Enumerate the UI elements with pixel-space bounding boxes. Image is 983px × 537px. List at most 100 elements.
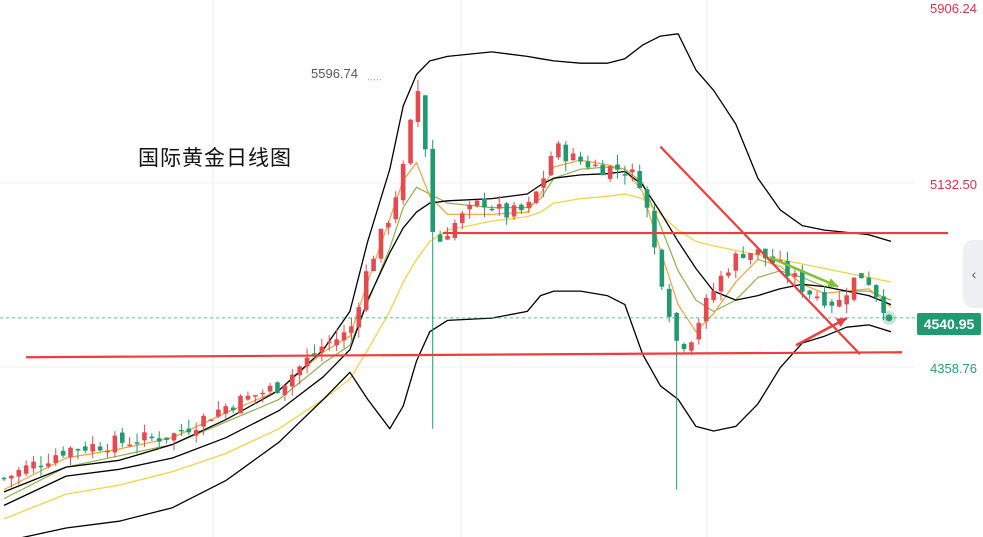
candle-body <box>326 341 332 343</box>
bollinger-lower-band <box>21 290 892 537</box>
candle-body <box>363 271 369 311</box>
candle-body <box>822 292 827 306</box>
candle-body <box>829 301 835 306</box>
candle-body <box>607 166 613 179</box>
candle-body <box>851 277 857 300</box>
candle-body <box>681 343 687 350</box>
candle-body <box>615 164 620 170</box>
candle-body <box>585 161 591 168</box>
candle-body <box>238 395 243 414</box>
candle-body <box>814 296 820 299</box>
candle-body <box>445 236 450 240</box>
candle-body <box>201 415 206 427</box>
candle-body <box>223 406 229 414</box>
up-arrow-head <box>835 318 847 328</box>
current-price-dot <box>885 314 893 322</box>
candle-body <box>304 357 310 367</box>
candle-body <box>371 258 376 272</box>
candle-body <box>341 332 347 341</box>
candle-body <box>53 455 59 463</box>
candle-body <box>75 449 81 451</box>
candle-body <box>415 91 421 123</box>
y-axis-label-mid: 5132.50 <box>930 177 977 192</box>
candle-body <box>9 475 14 479</box>
candle-body <box>533 191 539 203</box>
candle-body <box>334 339 339 346</box>
candle-body <box>68 447 73 458</box>
candle-body <box>386 222 391 228</box>
candle-body <box>452 222 458 239</box>
candle-body <box>127 444 132 447</box>
candle-body <box>260 392 265 395</box>
candle-body <box>526 201 532 208</box>
ma-long-line <box>3 193 892 520</box>
candle-body <box>31 461 36 469</box>
y-axis-label-top: 5906.24 <box>930 1 977 16</box>
candle-body <box>156 438 162 442</box>
candle-body <box>563 144 569 162</box>
candle-body <box>748 253 753 260</box>
candle-body <box>253 395 258 397</box>
candle-body <box>844 295 849 305</box>
candle-body <box>504 203 509 218</box>
candle-body <box>578 156 583 162</box>
candle-body <box>541 178 546 188</box>
candle-body <box>836 299 842 307</box>
candle-body <box>408 119 413 164</box>
candle-body <box>666 288 672 317</box>
candle-body <box>46 463 51 467</box>
candle-body <box>718 275 724 292</box>
candle-body <box>1 477 7 480</box>
candle-body <box>400 164 406 201</box>
chevron-left-icon: ‹ <box>971 266 977 282</box>
candle-body <box>755 249 761 255</box>
candle-body <box>881 296 886 313</box>
candle-body <box>570 153 576 161</box>
candle-body <box>430 148 436 232</box>
candle-body <box>16 469 22 477</box>
bollinger-upper-band <box>3 33 892 493</box>
candle-body <box>711 290 716 301</box>
candle-body <box>652 210 657 248</box>
candle-body <box>267 385 273 392</box>
bollinger-middle-band <box>3 170 892 506</box>
candle-body <box>859 273 864 279</box>
candle-body <box>873 285 879 297</box>
candle-body <box>630 169 635 173</box>
candle-body <box>733 253 739 271</box>
candle-body <box>674 312 679 341</box>
candle-body <box>393 197 399 220</box>
candle-body <box>312 353 317 355</box>
support-line <box>25 351 903 359</box>
candle-body <box>319 346 325 353</box>
candle-body <box>726 272 731 276</box>
chart-title: 国际黄金日线图 <box>138 146 292 170</box>
candle-body <box>659 249 665 287</box>
candle-body <box>763 248 768 259</box>
candle-body <box>230 407 236 411</box>
candle-body <box>378 228 384 259</box>
candle-body <box>245 395 251 400</box>
candle-body <box>703 297 709 322</box>
candle-body <box>807 290 812 295</box>
candle-body <box>112 435 118 453</box>
down-arrow-head <box>827 278 839 288</box>
candle-body <box>289 374 295 387</box>
candle-body <box>600 164 606 176</box>
candle-body <box>97 446 103 451</box>
candle-body <box>134 442 140 444</box>
candle-body <box>297 366 302 376</box>
candle-body <box>356 307 362 328</box>
candle-body <box>208 419 214 422</box>
candle-body <box>38 465 44 468</box>
candle-body <box>482 198 487 208</box>
candle-body <box>349 326 354 333</box>
candle-body <box>644 189 650 208</box>
candle-body <box>696 322 702 340</box>
candle-body <box>459 213 465 224</box>
candle-body <box>186 428 192 433</box>
candle-body <box>282 385 288 395</box>
side-panel-toggle[interactable]: ‹ <box>963 240 983 308</box>
